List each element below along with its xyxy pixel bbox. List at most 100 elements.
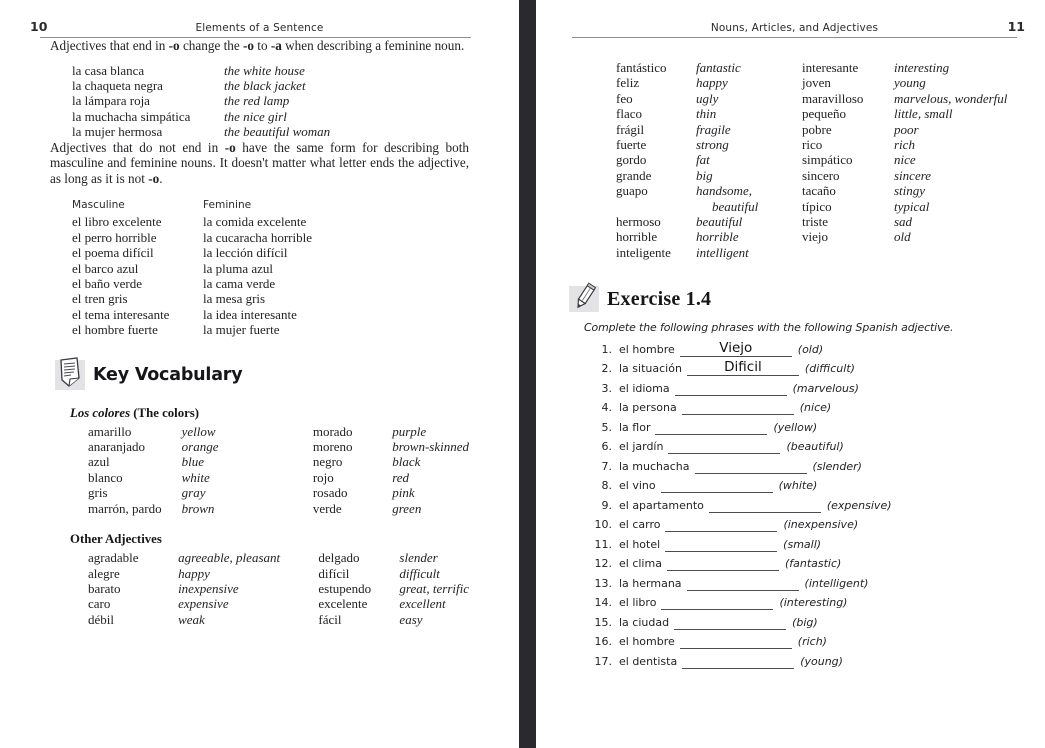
- item-number: 9.: [601, 498, 613, 512]
- exercise-item: 9. el apartamento (expensive): [584, 494, 1025, 514]
- spanish-word: pequeño: [802, 106, 847, 122]
- spanish-word: gris: [88, 485, 108, 501]
- spanish-word: maravilloso: [802, 90, 864, 106]
- item-number: 17.: [594, 654, 613, 668]
- answer-blank[interactable]: [708, 497, 821, 513]
- item-hint: (nice): [799, 401, 832, 415]
- answer-blank[interactable]: Viejo: [679, 339, 792, 357]
- english-gloss: typical: [894, 198, 930, 214]
- spanish-word: joven: [802, 75, 831, 91]
- table-row: blanco white rojo red: [88, 470, 469, 485]
- english-gloss: ugly: [696, 90, 719, 106]
- english-gloss: purple: [392, 423, 427, 439]
- key-vocabulary-banner: Key Vocabulary: [50, 356, 469, 390]
- spanish-word: estupendo: [318, 580, 372, 596]
- spanish-word: difícil: [318, 565, 350, 581]
- item-number: 16.: [594, 635, 613, 649]
- table-row: la chaqueta negra the black jacket: [72, 78, 330, 93]
- exercise-banner: Exercise 1.4: [564, 282, 1025, 313]
- exercise-title: Exercise 1.4: [607, 287, 712, 310]
- answer-blank[interactable]: [665, 536, 778, 552]
- english-gloss: white: [181, 469, 210, 485]
- item-stem: el hombre: [619, 342, 675, 356]
- adjectives-table: fantástico fantastic interesante interestin…: [616, 60, 1007, 260]
- answer-blank[interactable]: [668, 438, 781, 455]
- filled-answer: Dificil: [724, 359, 762, 376]
- table-row: inteligente intelligent: [616, 245, 1007, 260]
- table-row: caro expensive excelente excellent: [88, 596, 469, 611]
- item-stem: el hotel: [619, 537, 661, 551]
- exercise-item: 5. la flor (yellow): [584, 416, 1025, 436]
- feminine-phrase: la cucaracha horrible: [203, 229, 312, 245]
- filled-answer: Viejo: [719, 339, 753, 356]
- spanish-word: típico: [802, 198, 832, 214]
- item-hint: (slender): [812, 459, 862, 473]
- answer-blank[interactable]: [686, 575, 799, 591]
- table-row: débil weak fácil easy: [88, 612, 469, 627]
- english-gloss: [894, 245, 1007, 260]
- item-hint: (expensive): [826, 498, 892, 512]
- masculine-phrase: el libro excelente: [72, 214, 162, 230]
- item-hint: (old): [797, 342, 824, 356]
- answer-blank[interactable]: Dificil: [686, 359, 799, 377]
- english-gloss: yellow: [181, 423, 216, 439]
- spanish-phrase: la muchacha simpática: [72, 108, 191, 124]
- token-o-4: -o: [148, 170, 160, 186]
- spanish-word: moreno: [312, 439, 353, 455]
- spanish-word: negro: [312, 454, 343, 470]
- spanish-word: fuerte: [616, 137, 647, 153]
- english-gloss: sincere: [894, 167, 932, 183]
- english-gloss: handsome,: [696, 183, 752, 199]
- english-gloss: beautiful: [696, 214, 743, 230]
- masculine-phrase: el baño verde: [72, 276, 143, 292]
- item-hint: (marvelous): [792, 381, 859, 395]
- item-stem: el carro: [619, 518, 661, 532]
- item-hint: (fantastic): [784, 557, 842, 571]
- running-head-title-right: Nouns, Articles, and Adjectives: [710, 22, 879, 34]
- answer-blank[interactable]: [655, 419, 768, 435]
- english-gloss: happy: [178, 565, 210, 581]
- exercise-instructions: Complete the following phrases with the …: [584, 321, 954, 335]
- left-body-column: Adjectives that end in -o change the -o …: [30, 38, 489, 627]
- table-row: el tema interesante la idea interesante: [72, 307, 334, 322]
- answer-blank[interactable]: [681, 399, 794, 416]
- spanish-word: gordo: [616, 152, 647, 168]
- item-stem: el vino: [619, 479, 656, 493]
- table-row: amarillo yellow morado purple: [88, 424, 469, 439]
- answer-blank[interactable]: [666, 555, 779, 572]
- exercise-item: 17. el dentista (young): [584, 650, 1025, 670]
- exercise-item-list: 1. el hombre Viejo (old) 2. la situación Dific…: [564, 338, 1025, 670]
- spanish-word: caro: [88, 596, 111, 612]
- spanish-word: rosado: [312, 485, 348, 501]
- answer-blank[interactable]: [660, 477, 773, 494]
- item-number: 11.: [594, 537, 613, 551]
- spanish-word: verde: [312, 500, 342, 516]
- exercise-item: 2. la situación Dificil (difficult): [584, 358, 1025, 378]
- answer-blank[interactable]: [694, 458, 807, 474]
- spanish-word: rojo: [312, 469, 334, 485]
- answer-blank[interactable]: [682, 653, 795, 669]
- exercise-item: 7. la muchacha (slender): [584, 455, 1025, 475]
- answer-blank[interactable]: [665, 516, 778, 533]
- spanish-word: feo: [616, 90, 633, 106]
- paragraph-invariable-rule: Adjectives that do not end in -o have th…: [50, 139, 469, 186]
- item-hint: (interesting): [779, 596, 848, 610]
- table-row: el libro excelente la comida excelente: [72, 214, 334, 229]
- table-row: hermoso beautiful triste sad: [616, 214, 1007, 229]
- english-gloss: the black jacket: [224, 78, 306, 93]
- english-gloss: intelligent: [696, 244, 749, 260]
- other-adjectives-table: agradable agreeable, pleasant delgado slend…: [88, 550, 469, 627]
- english-gloss: easy: [399, 611, 423, 627]
- answer-blank[interactable]: [661, 594, 774, 611]
- item-stem: la flor: [619, 420, 651, 434]
- adjectives-body: fantástico fantastic interesante interestin…: [616, 60, 1007, 260]
- answer-blank[interactable]: [674, 380, 787, 396]
- spanish-word: delgado: [318, 550, 360, 566]
- english-gloss: fantastic: [696, 60, 741, 75]
- other-adjectives-body: agradable agreeable, pleasant delgado slend…: [88, 550, 469, 627]
- exercise-item: 8. el vino (white): [584, 475, 1025, 495]
- english-gloss: marvelous, wonderful: [894, 90, 1008, 106]
- answer-blank[interactable]: [674, 614, 787, 630]
- feminine-phrase: la comida excelente: [203, 214, 307, 230]
- answer-blank[interactable]: [679, 633, 792, 650]
